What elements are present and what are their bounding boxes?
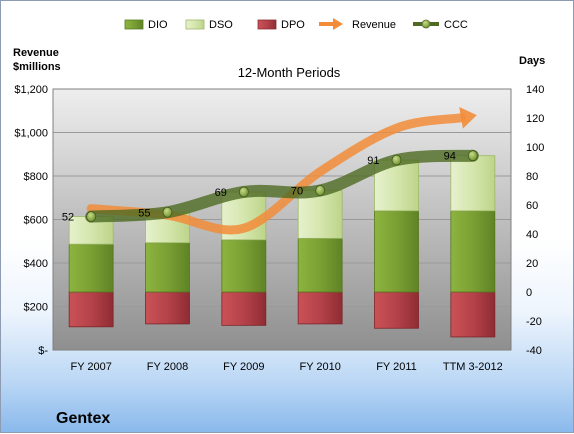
left-axis-title-line1: Revenue (13, 47, 59, 59)
revenue-arrowhead (459, 106, 477, 129)
right-tick-label: 140 (526, 84, 544, 96)
ccc-data-label: 52 (62, 212, 74, 224)
ccc-line (85, 149, 479, 223)
left-tick-label: $800 (24, 171, 48, 183)
right-tick-label: -40 (526, 345, 542, 357)
ccc-point (467, 150, 478, 162)
ccc-data-label: 55 (138, 207, 150, 219)
dpo-bar (68, 291, 114, 328)
left-tick-label: $1,200 (14, 84, 48, 96)
dpo-bar (221, 291, 267, 326)
dso-bar (297, 190, 343, 239)
legend-swatch-ccc (413, 19, 439, 29)
dio-bar (450, 210, 496, 293)
plot-border (52, 88, 512, 351)
dio-bar (374, 210, 419, 293)
category-labels: FY 2007 FY 2008 FY 2009 FY 2010 FY 2011 TTM 3… (70, 361, 502, 373)
dpo-bar (374, 291, 419, 329)
ccc-point (391, 154, 402, 166)
legend-label-dio: DIO (148, 19, 168, 31)
ccc-point (86, 211, 97, 223)
right-axis-ticks: -40 -20 0 20 40 60 80 100 120 140 (526, 84, 544, 357)
dio-bar (297, 237, 343, 293)
legend-label-dpo: DPO (281, 19, 305, 31)
legend-swatch-dpo (257, 19, 277, 30)
dpo-bar (145, 291, 190, 325)
left-tick-label: $400 (24, 258, 48, 270)
category-label: FY 2010 (299, 361, 340, 373)
category-label: FY 2009 (223, 361, 264, 373)
ccc-data-label: 94 (444, 151, 456, 163)
right-tick-label: 80 (526, 171, 538, 183)
ccc-point (238, 186, 249, 198)
dpo-bar (450, 291, 496, 338)
right-tick-label: -20 (526, 316, 542, 328)
left-axis-ticks: $- $200 $400 $600 $800 $1,000 $1,200 (14, 84, 48, 357)
right-tick-label: 120 (526, 113, 544, 125)
chart-title: 12-Month Periods (238, 65, 341, 80)
dio-bar (145, 242, 190, 293)
category-label: FY 2007 (70, 361, 111, 373)
category-label: FY 2011 (376, 361, 417, 373)
ccc-data-label: 91 (367, 155, 379, 167)
legend-swatch-revenue (319, 18, 343, 30)
right-tick-label: 40 (526, 229, 538, 241)
right-axis-title: Days (519, 55, 545, 67)
right-tick-label: 60 (526, 200, 538, 212)
left-tick-label: $1,000 (14, 128, 48, 140)
category-label: TTM 3-2012 (443, 361, 503, 373)
ccc-data-label: 70 (291, 186, 303, 198)
legend: DIO DSO DPO Revenue CCC (124, 18, 468, 31)
bars-layer (68, 155, 496, 338)
legend-label-ccc: CCC (444, 19, 468, 31)
dio-bar (221, 239, 267, 293)
dso-bar (450, 155, 496, 212)
left-tick-label: $- (38, 345, 48, 357)
ccc-point (315, 185, 326, 196)
ccc-data-label: 69 (215, 187, 227, 199)
right-tick-label: 0 (526, 287, 532, 299)
company-name: Gentex (56, 410, 110, 427)
dio-bar (68, 243, 114, 293)
dpo-bar (297, 291, 343, 325)
legend-label-revenue: Revenue (352, 19, 396, 31)
right-tick-label: 20 (526, 258, 538, 270)
left-axis-title-line2: $millions (13, 61, 61, 73)
left-tick-label: $200 (24, 302, 48, 314)
legend-swatch-dso (185, 19, 205, 30)
right-tick-label: 100 (526, 142, 544, 154)
ccc-point (162, 206, 173, 218)
lines-layer: 52 55 69 70 91 94 (62, 106, 479, 235)
category-label: FY 2008 (147, 361, 188, 373)
legend-label-dso: DSO (209, 19, 233, 31)
left-tick-label: $600 (24, 215, 48, 227)
legend-swatch-dio (124, 19, 144, 30)
